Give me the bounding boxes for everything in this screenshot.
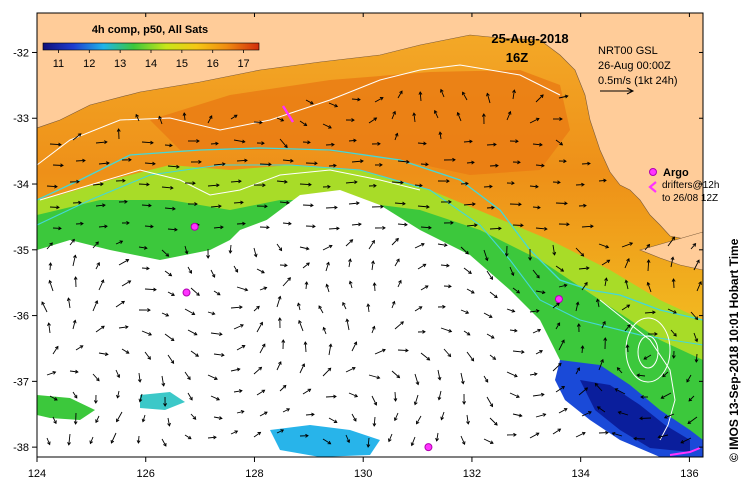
lat-tick-label: -34 bbox=[13, 179, 29, 191]
colorbar-tick-label: 13 bbox=[114, 58, 126, 70]
current-vector bbox=[513, 225, 523, 226]
colorbar-tick-label: 16 bbox=[207, 58, 219, 70]
lon-tick-label: 136 bbox=[680, 468, 698, 480]
imos-credit: © IMOS 13-Sep-2018 10:01 Hobart Time bbox=[727, 238, 741, 462]
lon-tick-label: 132 bbox=[463, 468, 481, 480]
lon-tick-label: 134 bbox=[571, 468, 589, 480]
current-time: 26-Aug 00:00Z bbox=[598, 60, 671, 72]
lon-tick-label: 128 bbox=[245, 468, 263, 480]
argo-legend-icon bbox=[650, 169, 657, 176]
current-vector bbox=[326, 207, 337, 208]
lat-tick-label: -38 bbox=[13, 442, 29, 454]
drifter-legend-label: drifters@12h bbox=[662, 180, 719, 191]
lon-tick-label: 126 bbox=[137, 468, 155, 480]
argo-legend-label: Argo bbox=[663, 167, 689, 179]
current-vector bbox=[53, 165, 63, 166]
lat-tick-label: -35 bbox=[13, 245, 29, 257]
argo-float-marker bbox=[191, 223, 198, 230]
map-date: 25-Aug-2018 bbox=[491, 31, 568, 46]
colorbar-scale bbox=[43, 43, 259, 50]
lat-tick-label: -36 bbox=[13, 311, 29, 323]
lat-tick-label: -37 bbox=[13, 376, 29, 388]
colorbar-tick-label: 15 bbox=[176, 58, 188, 70]
current-source: NRT00 GSL bbox=[598, 45, 658, 57]
lon-tick-label: 130 bbox=[354, 468, 372, 480]
current-vector bbox=[556, 203, 567, 204]
current-vector bbox=[640, 418, 651, 419]
map-time: 16Z bbox=[506, 50, 528, 65]
lat-tick-label: -32 bbox=[13, 47, 29, 59]
lat-tick-label: -33 bbox=[13, 113, 29, 125]
drifter-range-label: to 26/08 12Z bbox=[662, 193, 718, 204]
colorbar-tick-label: 17 bbox=[237, 58, 249, 70]
vector-scale-label: 0.5m/s (1kt 24h) bbox=[598, 75, 677, 87]
argo-float-marker bbox=[425, 444, 432, 451]
colorbar-tick-label: 12 bbox=[83, 58, 95, 70]
argo-float-marker bbox=[183, 289, 190, 296]
current-vector bbox=[303, 205, 313, 206]
colorbar-tick-label: 11 bbox=[53, 58, 64, 70]
current-vector bbox=[260, 164, 271, 165]
map-title: 4h comp, p50, All Sats bbox=[92, 24, 208, 36]
lon-tick-label: 124 bbox=[28, 468, 46, 480]
argo-float-marker bbox=[555, 296, 562, 303]
colorbar-tick-label: 14 bbox=[145, 58, 157, 70]
